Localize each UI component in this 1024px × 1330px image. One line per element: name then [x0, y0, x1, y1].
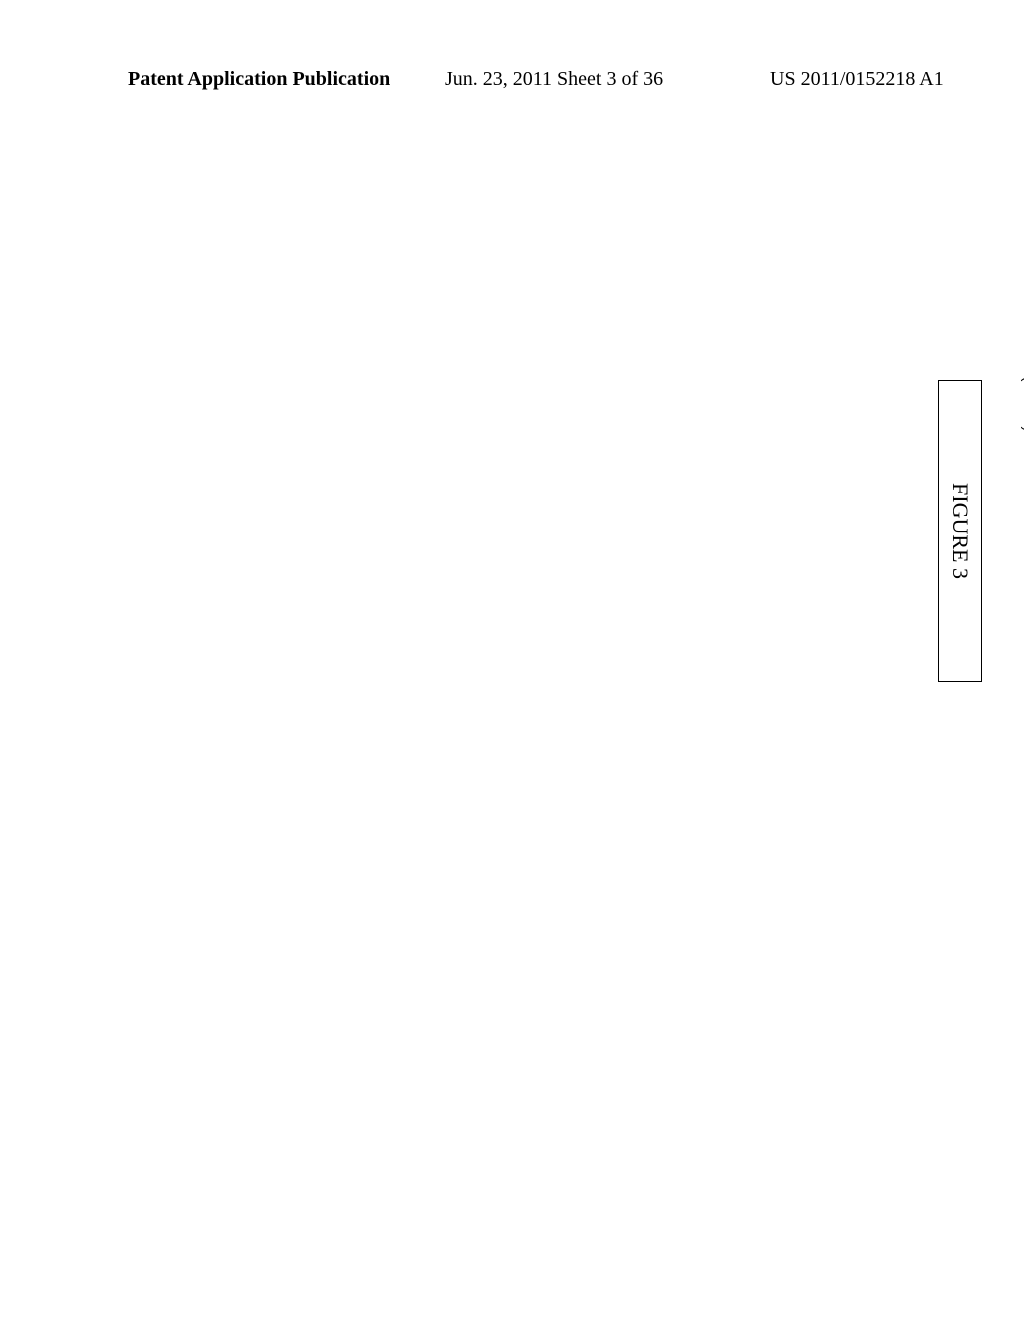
x-tick-label: 1 mg/ml Dissolved Dose: [1020, 477, 1024, 587]
header-mid: Jun. 23, 2011 Sheet 3 of 36: [445, 68, 663, 91]
x-tick-label: 2 mg/ml Dissolved Dose: [1020, 605, 1024, 715]
figure-label-box: FIGURE 3: [938, 380, 982, 682]
x-tick-label: FCS(2% v/v): [1020, 349, 1024, 459]
figure-label: FIGURE 3: [947, 483, 973, 579]
x-tick-label: 4mg/ml Dissolved Dose: [1020, 733, 1024, 843]
header-left: Patent Application Publication: [128, 68, 390, 91]
figure-3-chart: Wound Closure (pixels/hour) 050001000015…: [622, 510, 1024, 1330]
header-right: US 2011/0152218 A1: [770, 68, 944, 91]
